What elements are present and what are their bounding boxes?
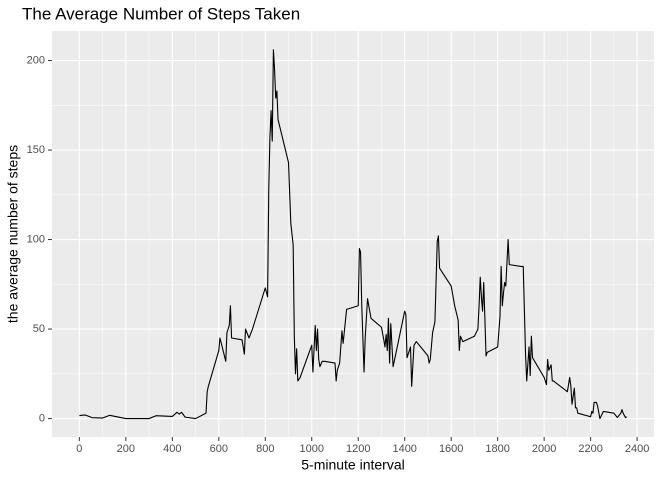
- panel: [52, 31, 654, 437]
- x-tick-label: 800: [256, 443, 274, 455]
- x-tick-label: 1000: [300, 443, 324, 455]
- x-tick-label: 400: [163, 443, 181, 455]
- chart-title: The Average Number of Steps Taken: [22, 4, 300, 23]
- x-tick-label: 600: [210, 443, 228, 455]
- data-line: [79, 49, 628, 420]
- x-tick-label: 2200: [578, 443, 602, 455]
- x-tick-label: 2000: [532, 443, 556, 455]
- y-tick-label: 200: [27, 54, 45, 66]
- x-tick-label: 200: [117, 443, 135, 455]
- x-tick-label: 1400: [392, 443, 416, 455]
- x-axis-title: 5-minute interval: [301, 457, 405, 473]
- y-tick-label: 0: [39, 412, 45, 424]
- x-tick-label: 1600: [439, 443, 463, 455]
- x-tick-label: 1200: [346, 443, 370, 455]
- x-tick-label: 2400: [625, 443, 649, 455]
- x-tick-label: 0: [76, 443, 82, 455]
- y-axis-title: the average number of steps: [5, 145, 21, 323]
- y-tick-label: 150: [27, 144, 45, 156]
- y-tick-label: 50: [33, 323, 45, 335]
- x-tick-label: 1800: [485, 443, 509, 455]
- y-tick-label: 100: [27, 233, 45, 245]
